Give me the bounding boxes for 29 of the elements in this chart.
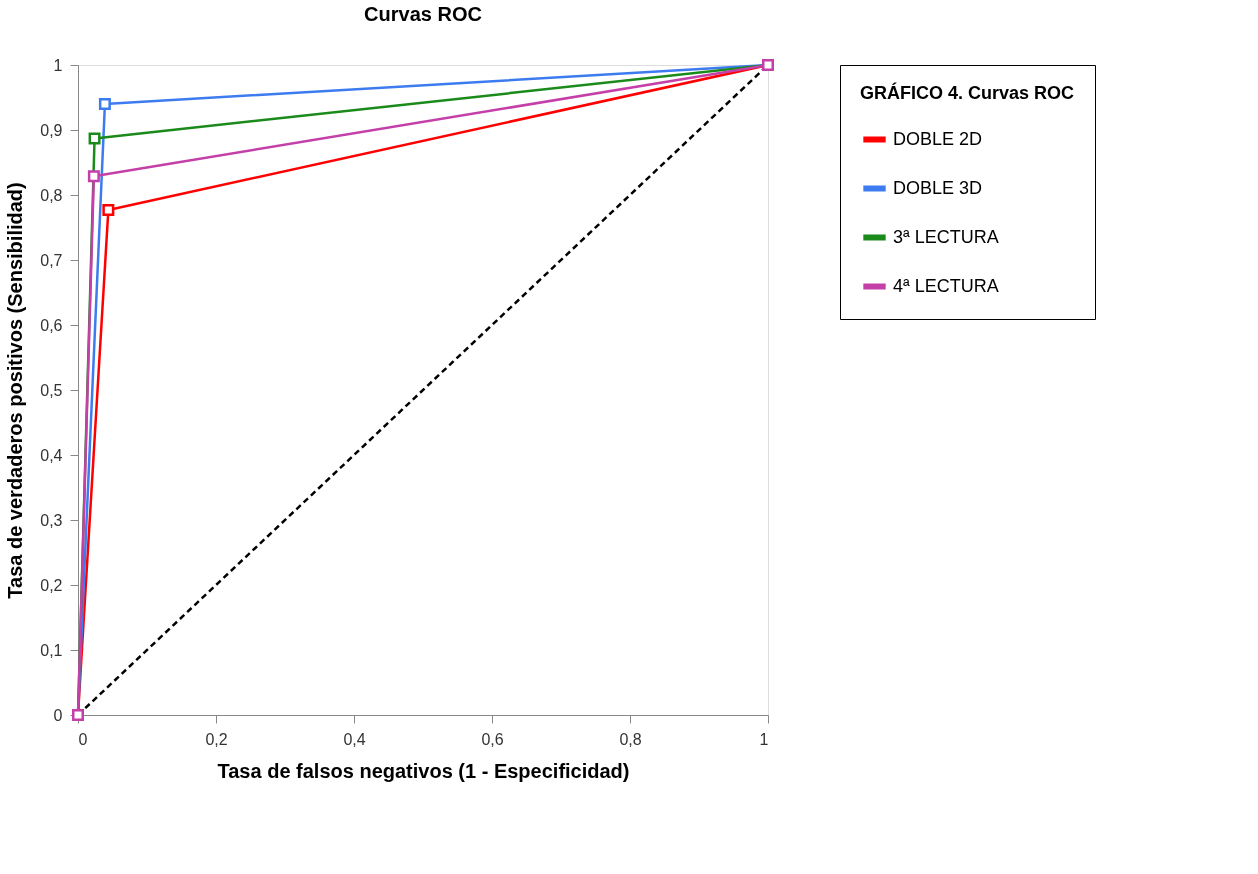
x-tick-label: 0,6 xyxy=(481,730,504,748)
x-tick-label: 0 xyxy=(78,730,88,748)
y-tick-label: 0 xyxy=(53,706,63,724)
legend-label: 4ª LECTURA xyxy=(893,275,999,296)
x-axis-title: Tasa de falsos negativos (1 - Especificidad) xyxy=(217,759,630,782)
y-tick-label: 0,2 xyxy=(40,576,63,594)
x-tick-label: 0,2 xyxy=(205,730,228,748)
y-tick-label: 0,9 xyxy=(40,121,63,139)
x-tick-label: 0,4 xyxy=(343,730,366,748)
point xyxy=(88,132,101,145)
y-tick-label: 0,6 xyxy=(40,316,63,334)
point xyxy=(102,203,115,216)
legend-label: DOBLE 2D xyxy=(893,128,983,149)
x-tick-label: 1 xyxy=(759,730,769,748)
y-tick-label: 0,8 xyxy=(40,186,63,204)
legend-label: 3ª LECTURA xyxy=(893,226,999,247)
point xyxy=(87,170,100,183)
y-axis-title: Tasa de verdaderos positivos (Sensibilidad) xyxy=(4,182,27,599)
legend-label: DOBLE 3D xyxy=(893,177,983,198)
y-tick-label: 0,5 xyxy=(40,381,63,399)
y-tick-label: 0,3 xyxy=(40,511,63,529)
point xyxy=(98,98,111,110)
y-tick-label: 0,4 xyxy=(40,446,63,464)
y-tick-label: 0,1 xyxy=(40,641,63,659)
y-tick-label: 1 xyxy=(53,56,63,74)
x-tick-label: 0,8 xyxy=(619,730,642,748)
y-tick-label: 0,7 xyxy=(40,251,63,269)
chart-title: Curvas ROC xyxy=(364,3,482,26)
legend-title: GRÁFICO 4. Curvas ROC xyxy=(860,82,1075,103)
